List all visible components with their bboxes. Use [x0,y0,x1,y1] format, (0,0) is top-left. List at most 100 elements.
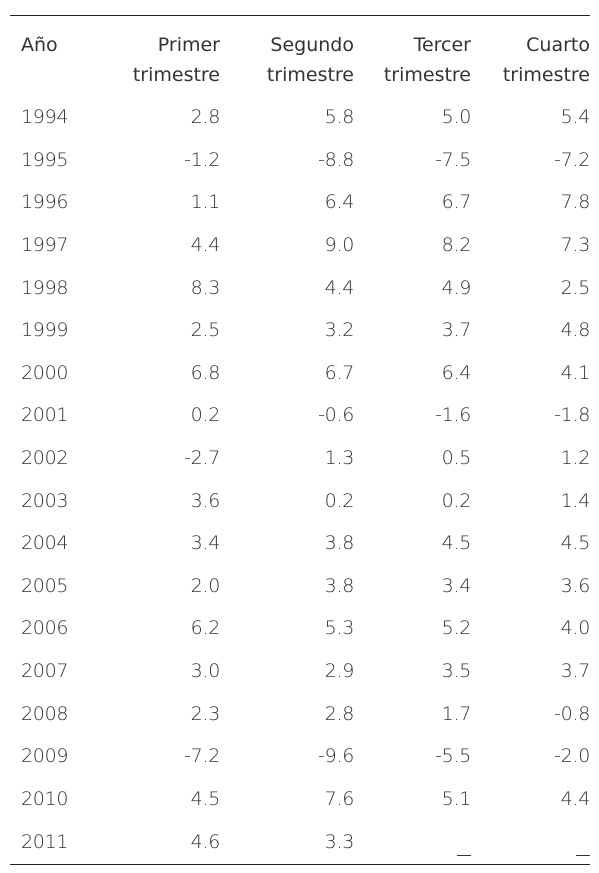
cell-q2: 7.6 [324,787,355,810]
cell-q4: 5.4 [560,106,591,129]
quarterly-data-table: Año Primer trimestre Segundo trimestre Ter… [10,16,590,864]
cell-q1: 8.3 [190,276,221,299]
cell-q3: 1.7 [441,702,472,725]
cell-q4: 7.8 [560,191,591,214]
cell-q1: 1.1 [190,191,221,214]
cell-q4: 4.1 [560,361,591,384]
cell-q1: 2.5 [190,319,221,342]
header-year: Año [21,34,58,56]
cell-q2: 2.9 [324,660,355,683]
table-row: 2007 3.0 2.9 3.5 3.7 [10,650,590,693]
cell-q1: 2.8 [190,106,221,129]
cell-year: 1999 [21,319,69,342]
not-available-dash [576,855,590,857]
cell-q3: -5.5 [435,745,471,768]
cell-q1: -2.7 [184,447,220,470]
table-row: 1998 8.3 4.4 4.9 2.5 [10,266,590,309]
cell-q3: 4.9 [441,276,472,299]
cell-q4: -7.2 [554,148,590,171]
cell-q4: 1.2 [560,447,591,470]
cell-q3: 5.2 [441,617,472,640]
cell-q2: -9.6 [318,745,354,768]
cell-q4: 4.5 [560,532,591,555]
cell-q2: 3.8 [324,574,355,597]
cell-q1: 4.4 [190,234,221,257]
table-row: 2000 6.8 6.7 6.4 4.1 [10,352,590,395]
cell-q3: -7.5 [435,148,471,171]
cell-q2: 4.4 [324,276,355,299]
cell-q3: 6.4 [441,361,472,384]
table-row: 2006 6.2 5.3 5.2 4.0 [10,607,590,650]
cell-year: 2011 [21,831,69,854]
cell-q4: 1.4 [560,489,591,512]
cell-q1: 4.6 [190,831,221,854]
table-row: 2011 4.6 3.3 [10,820,590,864]
cell-q1: 0.2 [190,404,221,427]
cell-q3: 6.7 [441,191,472,214]
cell-q1: 6.2 [190,617,221,640]
cell-year: 2007 [21,660,69,683]
cell-year: 2006 [21,617,69,640]
cell-year: 2008 [21,702,69,725]
cell-q3: 4.5 [441,532,472,555]
header-q1: Primer trimestre [132,34,220,86]
cell-year: 2004 [21,532,69,555]
cell-q4: 3.6 [560,574,591,597]
cell-year: 2002 [21,447,69,470]
table-row: 1996 1.1 6.4 6.7 7.8 [10,181,590,224]
top-rule [10,15,590,16]
cell-q3: 0.2 [441,489,472,512]
cell-q2: 6.7 [324,361,355,384]
bottom-rule [10,864,590,866]
cell-year: 2001 [21,404,69,427]
cell-year: 2000 [21,361,69,384]
table-row: 1995 -1.2 -8.8 -7.5 -7.2 [10,139,590,182]
table-row: 2004 3.4 3.8 4.5 4.5 [10,522,590,565]
cell-q4: -1.8 [554,404,590,427]
cell-q2: 3.8 [324,532,355,555]
cell-q1: 3.4 [190,532,221,555]
cell-q2: 0.2 [324,489,355,512]
cell-q3 [354,820,471,864]
header-q3: Tercer trimestre [383,34,471,86]
cell-q3: 8.2 [441,234,472,257]
cell-year: 1996 [21,191,69,214]
header-q4: Cuarto trimestre [502,34,590,86]
cell-year: 1994 [21,106,69,129]
table-row: 2001 0.2 -0.6 -1.6 -1.8 [10,394,590,437]
cell-year: 2010 [21,787,69,810]
cell-q2: 3.3 [324,831,355,854]
cell-q2: 1.3 [324,447,355,470]
cell-q2: 5.8 [324,106,355,129]
header-row: Año Primer trimestre Segundo trimestre Ter… [10,16,590,96]
cell-year: 1997 [21,234,69,257]
cell-q2: -0.6 [318,404,354,427]
cell-q2: 9.0 [324,234,355,257]
cell-q2: -8.8 [318,148,354,171]
table-row: 2005 2.0 3.8 3.4 3.6 [10,565,590,608]
table-row: 2010 4.5 7.6 5.1 4.4 [10,778,590,821]
cell-q3: 5.1 [441,787,472,810]
cell-q2: 3.2 [324,319,355,342]
cell-q1: 4.5 [190,787,221,810]
table-row: 2008 2.3 2.8 1.7 -0.8 [10,692,590,735]
table-row: 2009 -7.2 -9.6 -5.5 -2.0 [10,735,590,778]
not-available-dash [457,855,471,857]
table-body: 1994 2.8 5.8 5.0 5.4 1995 -1.2 -8.8 -7.5… [10,96,590,864]
cell-q3: 3.7 [441,319,472,342]
cell-q3: 5.0 [441,106,472,129]
cell-year: 1995 [21,148,69,171]
cell-year: 2003 [21,489,69,512]
cell-q4: -2.0 [554,745,590,768]
cell-year: 2009 [21,745,69,768]
table-row: 2003 3.6 0.2 0.2 1.4 [10,479,590,522]
cell-q4: 4.4 [560,787,591,810]
table-row: 1997 4.4 9.0 8.2 7.3 [10,224,590,267]
cell-q2: 2.8 [324,702,355,725]
cell-q1: 2.0 [190,574,221,597]
cell-q4: 7.3 [560,234,591,257]
cell-q3: 3.5 [441,660,472,683]
header-q2: Segundo trimestre [266,34,354,86]
cell-q3: 0.5 [441,447,472,470]
cell-q4: -0.8 [554,702,590,725]
